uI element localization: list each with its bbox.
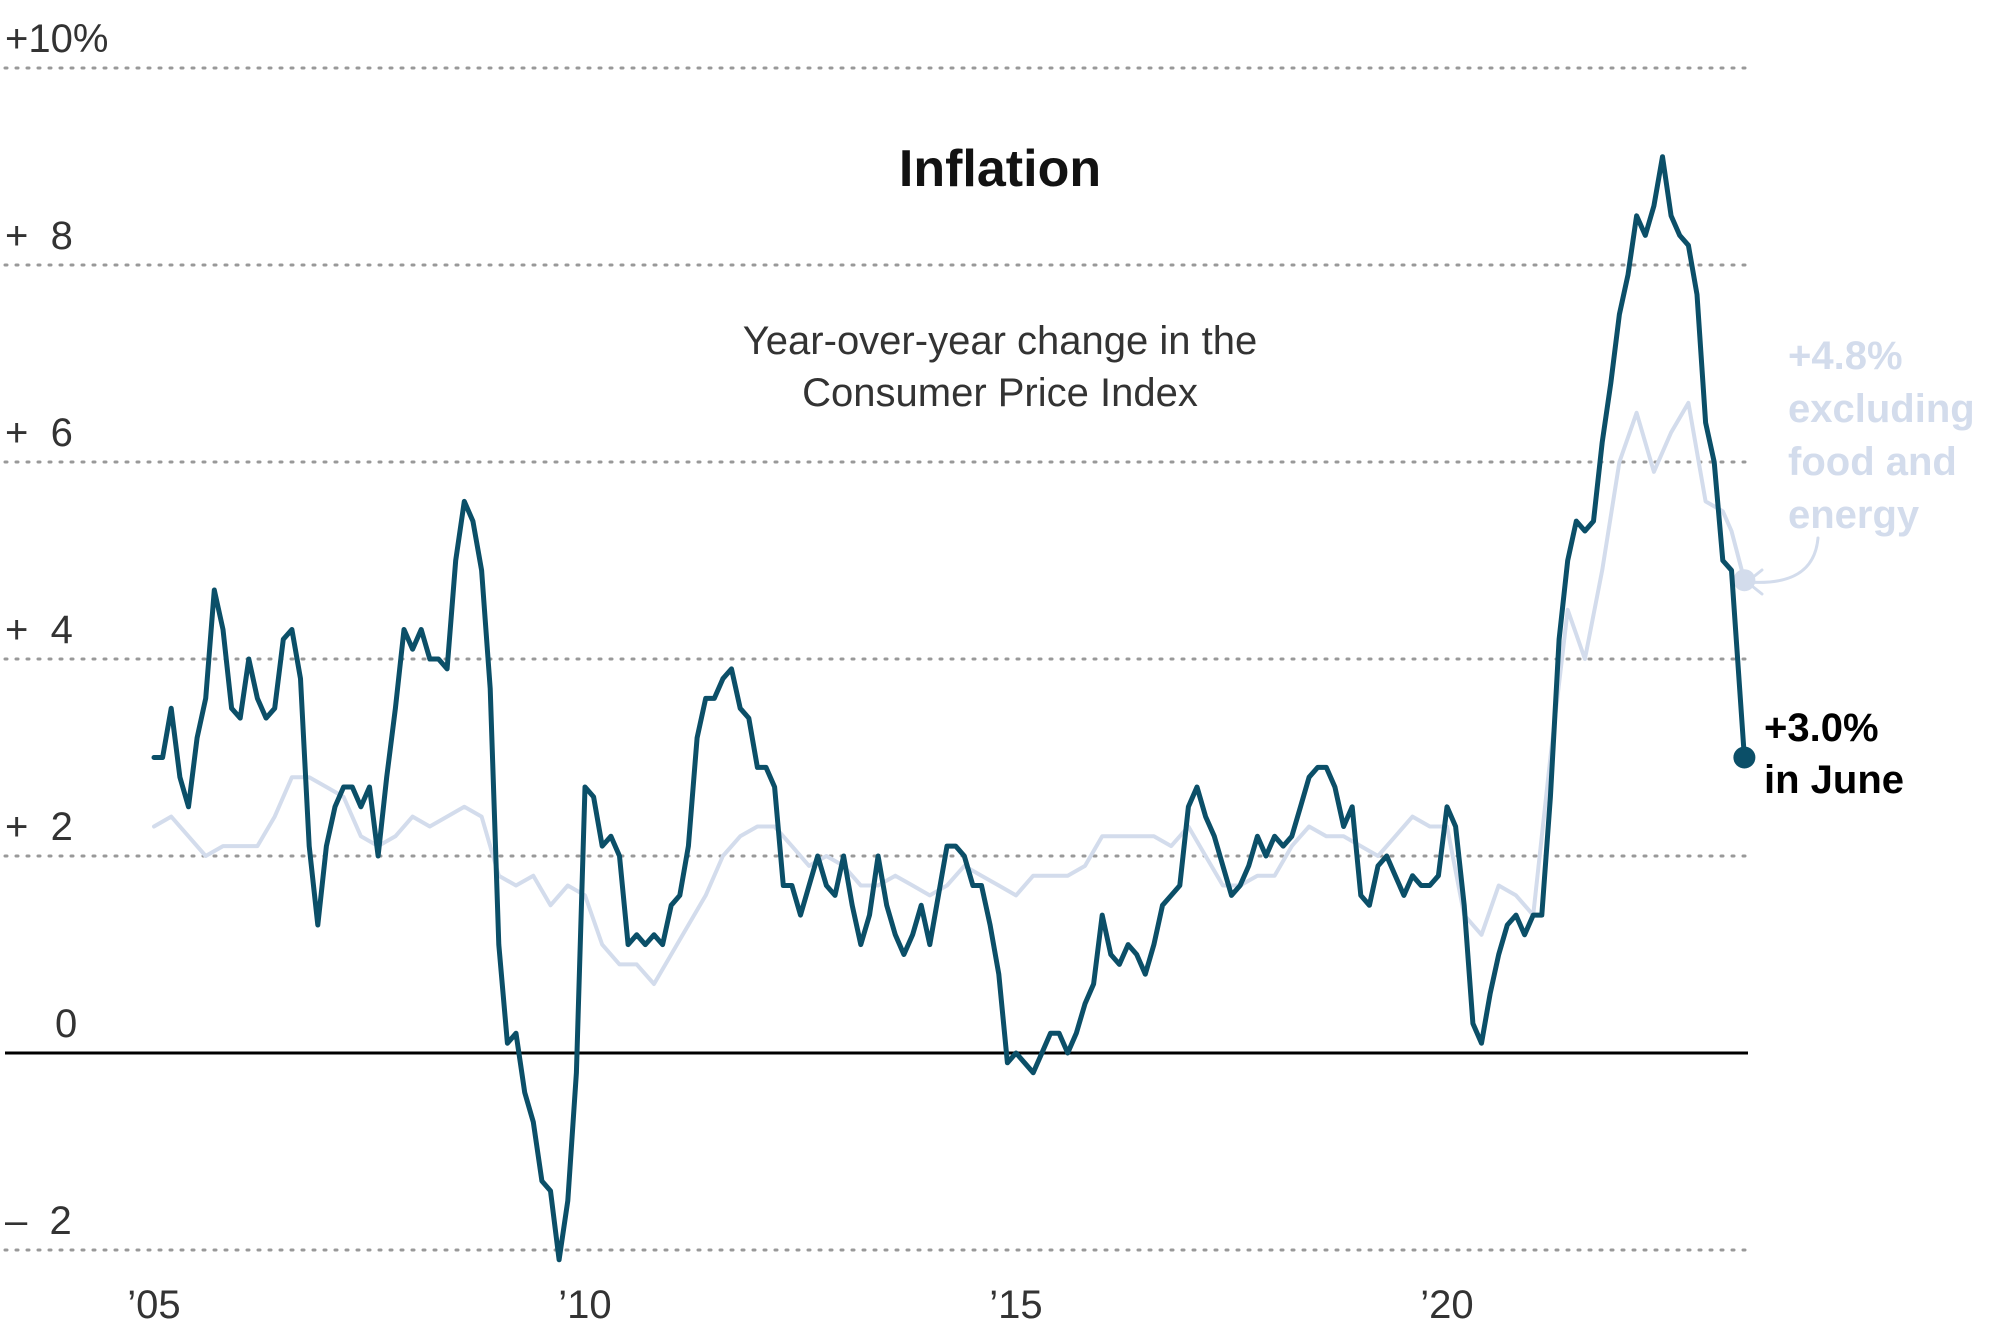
y-tick-label-6: – 2: [5, 1199, 72, 1243]
x-tick-label-1: ’10: [558, 1283, 611, 1327]
chart-title: Inflation: [899, 140, 1101, 198]
y-tick-label-2: + 6: [5, 411, 73, 455]
x-tick-label-2: ’15: [989, 1283, 1042, 1327]
y-tick-label-3: + 4: [5, 608, 73, 652]
chart-subtitle-line-2: Consumer Price Index: [802, 371, 1198, 415]
x-axis-ticks: ’05 ’10 ’15 ’20: [127, 1283, 1473, 1327]
series-lines: [151, 154, 1756, 1263]
y-tick-label-0: +10%: [5, 17, 108, 61]
y-axis-ticks: +10% + 8 + 6 + 4 + 2 0 – 2: [5, 17, 108, 1243]
core-label-line-4: energy: [1788, 493, 1920, 537]
gridlines: [3, 66, 1750, 1252]
y-tick-label-5: 0: [55, 1002, 77, 1046]
core-callout-arrow: [1745, 536, 1820, 596]
end-labels: +4.8% excluding food and energy +3.0% in June: [1764, 334, 1975, 802]
core-label-line-2: excluding: [1788, 387, 1975, 431]
y-tick-label-4: + 2: [5, 805, 73, 849]
all-items-label-line-1: +3.0%: [1764, 706, 1879, 750]
x-tick-label-3: ’20: [1420, 1283, 1473, 1327]
core-label-line-3: food and: [1788, 440, 1957, 484]
x-tick-label-0: ’05: [127, 1283, 180, 1327]
series-line-core: [152, 400, 1747, 986]
chart-subtitle-line-1: Year-over-year change in the: [743, 319, 1257, 363]
all-items-label-line-2: in June: [1764, 758, 1904, 802]
series-line-all: [151, 154, 1747, 1263]
series-endpoint-all: [1733, 746, 1756, 769]
y-tick-label-1: + 8: [5, 214, 73, 258]
core-label-line-1: +4.8%: [1788, 334, 1903, 378]
